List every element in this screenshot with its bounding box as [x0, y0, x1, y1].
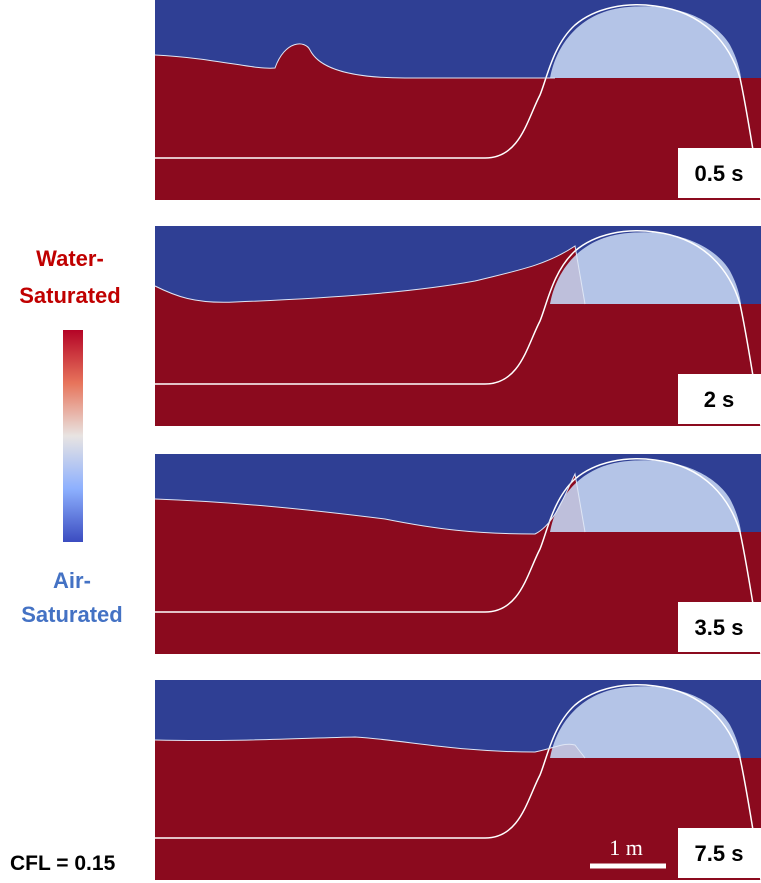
time-label: 7.5 s [695, 841, 744, 866]
time-label: 3.5 s [695, 615, 744, 640]
mound-outline [155, 4, 761, 201]
cfl-label: CFL = 0.15 [10, 852, 116, 875]
mound-unsaturated [550, 232, 741, 304]
time-box [678, 602, 761, 652]
water-region [155, 474, 761, 654]
legend-top-1: Water- [36, 246, 104, 271]
panel: 7.5 s [154, 680, 761, 881]
legend-top-2: Saturated [19, 283, 120, 308]
surface-line [154, 736, 586, 759]
legend-bottom-1: Air- [53, 568, 91, 593]
time-label: 2 s [704, 387, 735, 412]
mound-unsaturated [550, 460, 741, 532]
scale-bar-label: 1 m [609, 835, 643, 860]
mound-outline [155, 684, 761, 881]
time-box [678, 828, 761, 878]
panel: 3.5 s [154, 454, 761, 655]
surface-line [154, 245, 586, 305]
time-box [678, 374, 761, 424]
water-region [155, 43, 761, 200]
mound-unsaturated [550, 6, 741, 79]
water-region [155, 246, 761, 426]
time-box [678, 148, 761, 198]
surface-line [154, 472, 586, 535]
mound-outline [155, 230, 761, 427]
mound-outline [155, 458, 761, 655]
legend-bottom-2: Saturated [21, 602, 122, 627]
colorbar [63, 330, 83, 542]
water-region [155, 737, 761, 880]
surface-line [154, 43, 555, 79]
mound-unsaturated [550, 686, 741, 758]
time-label: 0.5 s [695, 161, 744, 186]
panel: 2 s [154, 226, 761, 427]
panel: 0.5 s [154, 0, 761, 201]
